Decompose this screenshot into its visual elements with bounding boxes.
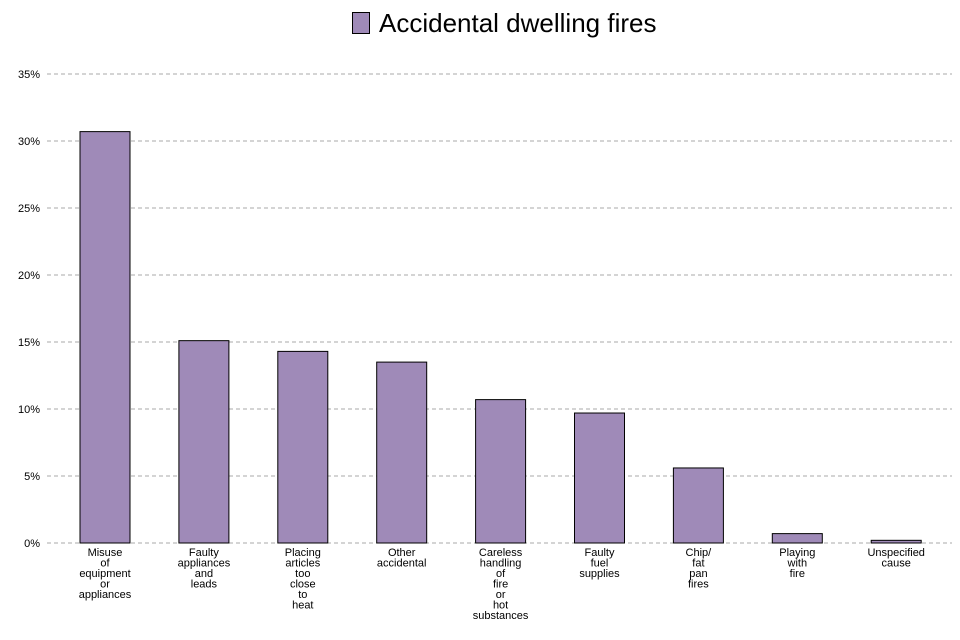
y-tick-label: 25% (18, 203, 40, 215)
bar (475, 399, 527, 544)
bar (672, 467, 724, 544)
bar (376, 361, 428, 544)
y-tick-label: 30% (18, 136, 40, 148)
bar (574, 412, 625, 544)
y-tick-label: 35% (18, 69, 40, 81)
x-tick-label: Unspecified cause (867, 547, 924, 570)
legend-swatch (352, 12, 370, 34)
legend-label: Accidental dwelling fires (379, 8, 657, 38)
x-tick-label: Faulty appliances and leads (178, 547, 231, 591)
y-tick-label: 0% (24, 538, 40, 550)
x-tick-label: Playing with fire (779, 547, 815, 580)
bar (870, 539, 922, 544)
x-tick-label: Placing articles too close to heat (285, 547, 321, 612)
x-tick-label: Chip/fat pan fires (686, 547, 713, 591)
bar (277, 350, 329, 544)
y-tick-label: 20% (18, 270, 40, 282)
x-tick-label: Faulty fuel supplies (579, 547, 620, 580)
bar (771, 533, 823, 544)
y-tick-label: 5% (24, 471, 40, 483)
x-tick-label: Careless handling of fire or hot substances (473, 547, 529, 622)
y-tick-label: 15% (18, 337, 40, 349)
chart-legend: Accidental dwelling fires (352, 6, 656, 40)
bar (79, 131, 131, 544)
bar (178, 340, 230, 544)
y-tick-label: 10% (18, 404, 40, 416)
x-tick-label: Other accidental (377, 547, 427, 570)
x-tick-label: Misuse of equipment or appliances (79, 547, 132, 601)
